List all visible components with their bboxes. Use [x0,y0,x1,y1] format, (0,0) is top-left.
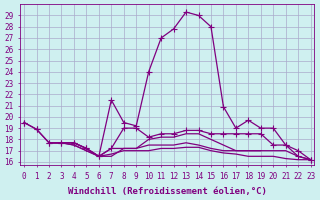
X-axis label: Windchill (Refroidissement éolien,°C): Windchill (Refroidissement éolien,°C) [68,187,267,196]
